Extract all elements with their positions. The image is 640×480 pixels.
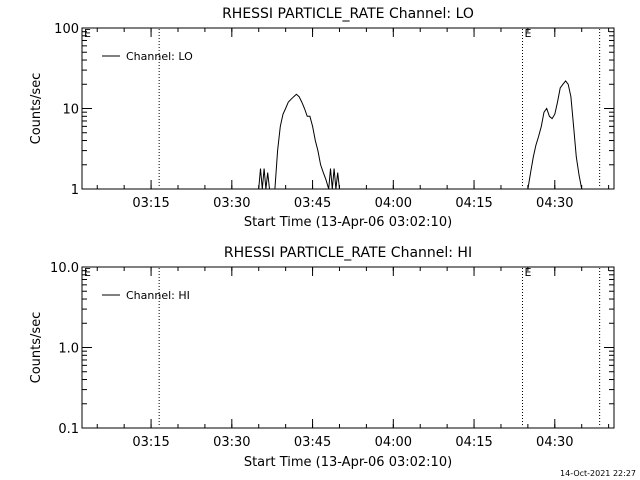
y-tick-label: 10.0 [50, 261, 79, 276]
x-axis-label: Start Time (13-Apr-06 03:02:10) [244, 215, 452, 230]
y-tick-label: 0.1 [58, 422, 79, 437]
x-tick-label: 03:30 [213, 196, 250, 211]
x-tick-label: 03:15 [132, 196, 169, 211]
chart-panel-1: RHESSI PARTICLE_RATE Channel: LO 1 10 100 03… [29, 6, 615, 230]
y-tick-label: 100 [54, 22, 79, 37]
event-marker-label: E [524, 27, 531, 40]
x-tick-label: 03:30 [213, 435, 250, 450]
chart-title: RHESSI PARTICLE_RATE Channel: LO [222, 6, 474, 22]
x-tick-label: 04:00 [375, 196, 412, 211]
x-tick-label: 03:15 [132, 435, 169, 450]
y-axis-label: Counts/sec [29, 73, 44, 145]
chart-title: RHESSI PARTICLE_RATE Channel: HI [224, 245, 472, 261]
event-marker-label: E [524, 266, 531, 279]
corner-marker-label: E [84, 266, 91, 279]
x-tick-label: 04:30 [536, 196, 573, 211]
legend-label: Channel: LO [126, 50, 193, 63]
y-tick-label: 1.0 [58, 342, 79, 357]
series-line [258, 80, 583, 189]
y-tick-label: 10 [62, 103, 79, 118]
x-axis-label: Start Time (13-Apr-06 03:02:10) [244, 455, 452, 470]
footer-timestamp: 14-Oct-2021 22:27 [560, 469, 636, 478]
y-tick-label: 1 [71, 183, 79, 198]
x-tick-label: 04:15 [455, 435, 492, 450]
corner-marker-label: E [84, 27, 91, 40]
x-tick-label: 04:00 [375, 435, 412, 450]
x-tick-label: 03:45 [294, 196, 331, 211]
x-tick-label: 04:30 [536, 435, 573, 450]
x-tick-label: 04:15 [455, 196, 492, 211]
y-axis-label: Counts/sec [29, 312, 44, 384]
legend-label: Channel: HI [126, 289, 190, 302]
chart-panel-2: RHESSI PARTICLE_RATE Channel: HI 0.1 1.0 10… [29, 245, 615, 470]
x-tick-label: 03:45 [294, 435, 331, 450]
